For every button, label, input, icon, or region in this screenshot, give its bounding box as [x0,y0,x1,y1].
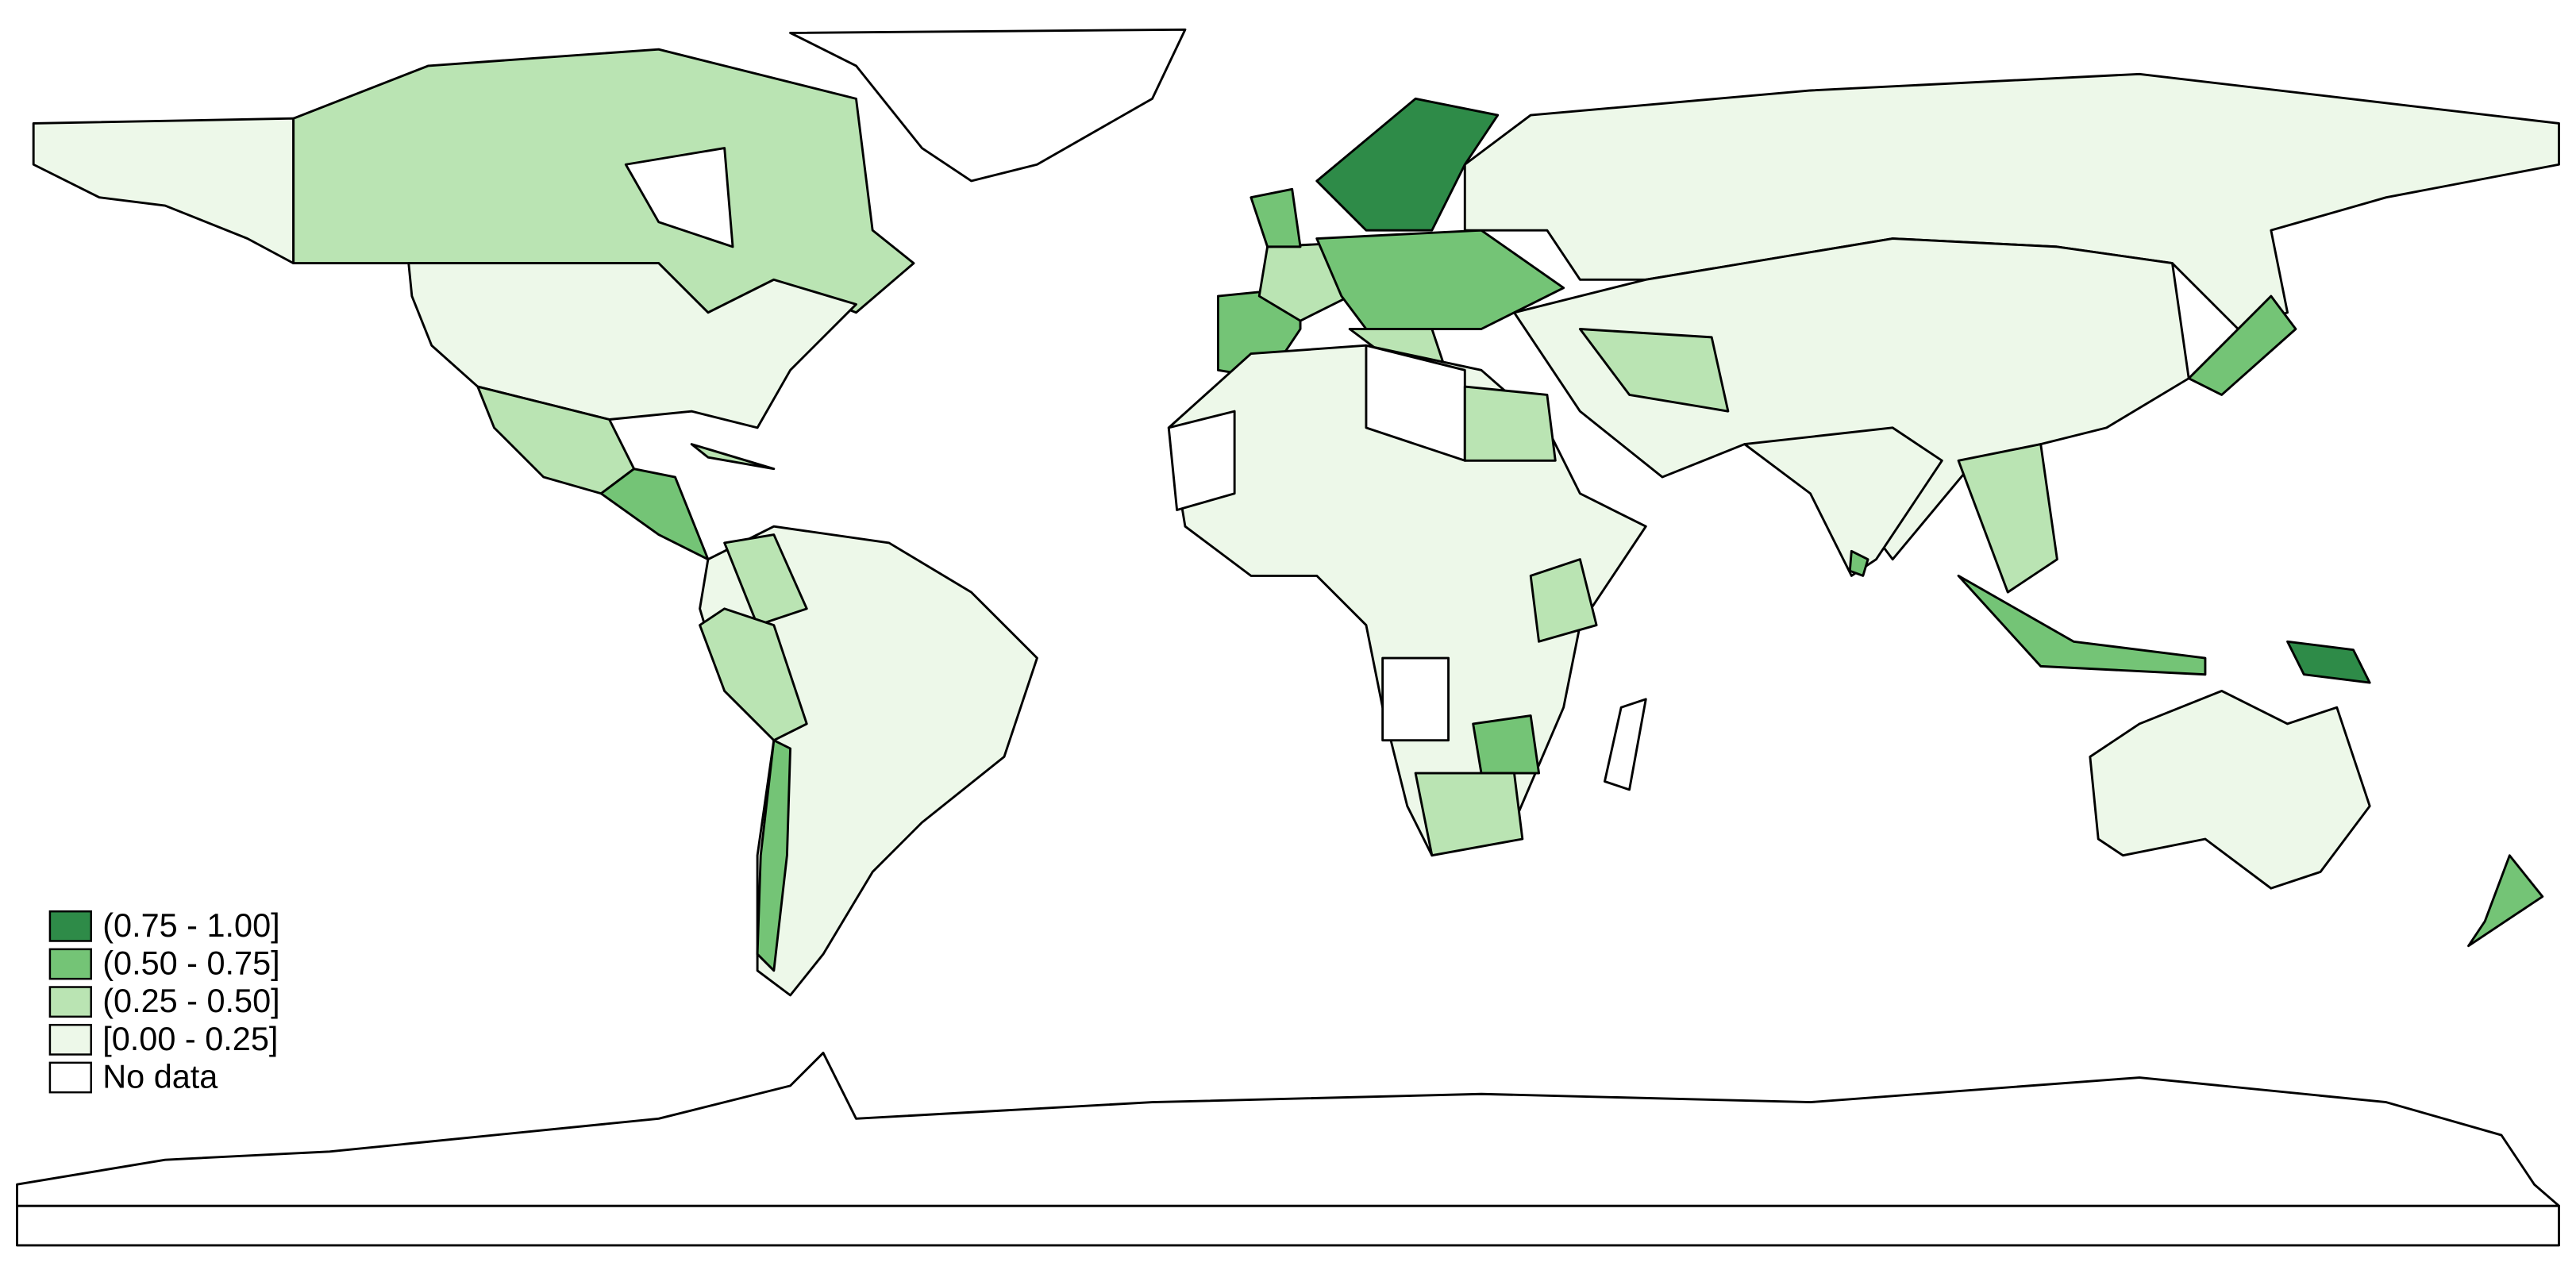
alaska [32,117,295,265]
sri-lanka [1848,549,1869,577]
antarctica [16,1051,2560,1207]
new-zealand [2467,854,2544,948]
chile [756,739,792,972]
south-africa [1414,772,1524,857]
colombia [723,533,808,627]
southeast-asia [1957,443,2058,594]
countries [16,28,2560,1247]
cuba [690,443,776,471]
west-africa [1167,410,1236,511]
egypt [1463,385,1557,462]
central-america [599,468,710,561]
uk [1249,187,1302,248]
legend-swatch [48,986,92,1018]
legend-label: [0.00 - 0.25] [102,1020,278,1057]
india [1743,426,1943,577]
indonesia [1957,574,2207,676]
legend-swatch [48,910,92,942]
zimbabwe [1472,714,1541,775]
hudson-bay [624,147,734,248]
angola [1381,656,1450,742]
legend: (0.75 - 1.00](0.50 - 0.75](0.25 - 0.50][… [48,906,280,1095]
legend-label: (0.50 - 0.75] [102,945,279,982]
middle-east [1578,328,1730,413]
legend-swatch [48,948,92,980]
east-africa [1529,558,1598,643]
legend-label: (0.25 - 0.50] [102,982,279,1019]
japan [2187,294,2297,396]
madagascar [1604,698,1647,791]
usa [407,262,857,429]
australia [2089,690,2371,890]
legend-label: No data [102,1058,218,1095]
greenland [789,28,1187,183]
papua-new-guinea [2286,640,2371,684]
legend-swatch [48,1061,92,1094]
map-frame [16,1204,2560,1247]
legend-label: (0.75 - 1.00] [102,906,279,944]
legend-swatch [48,1023,92,1056]
